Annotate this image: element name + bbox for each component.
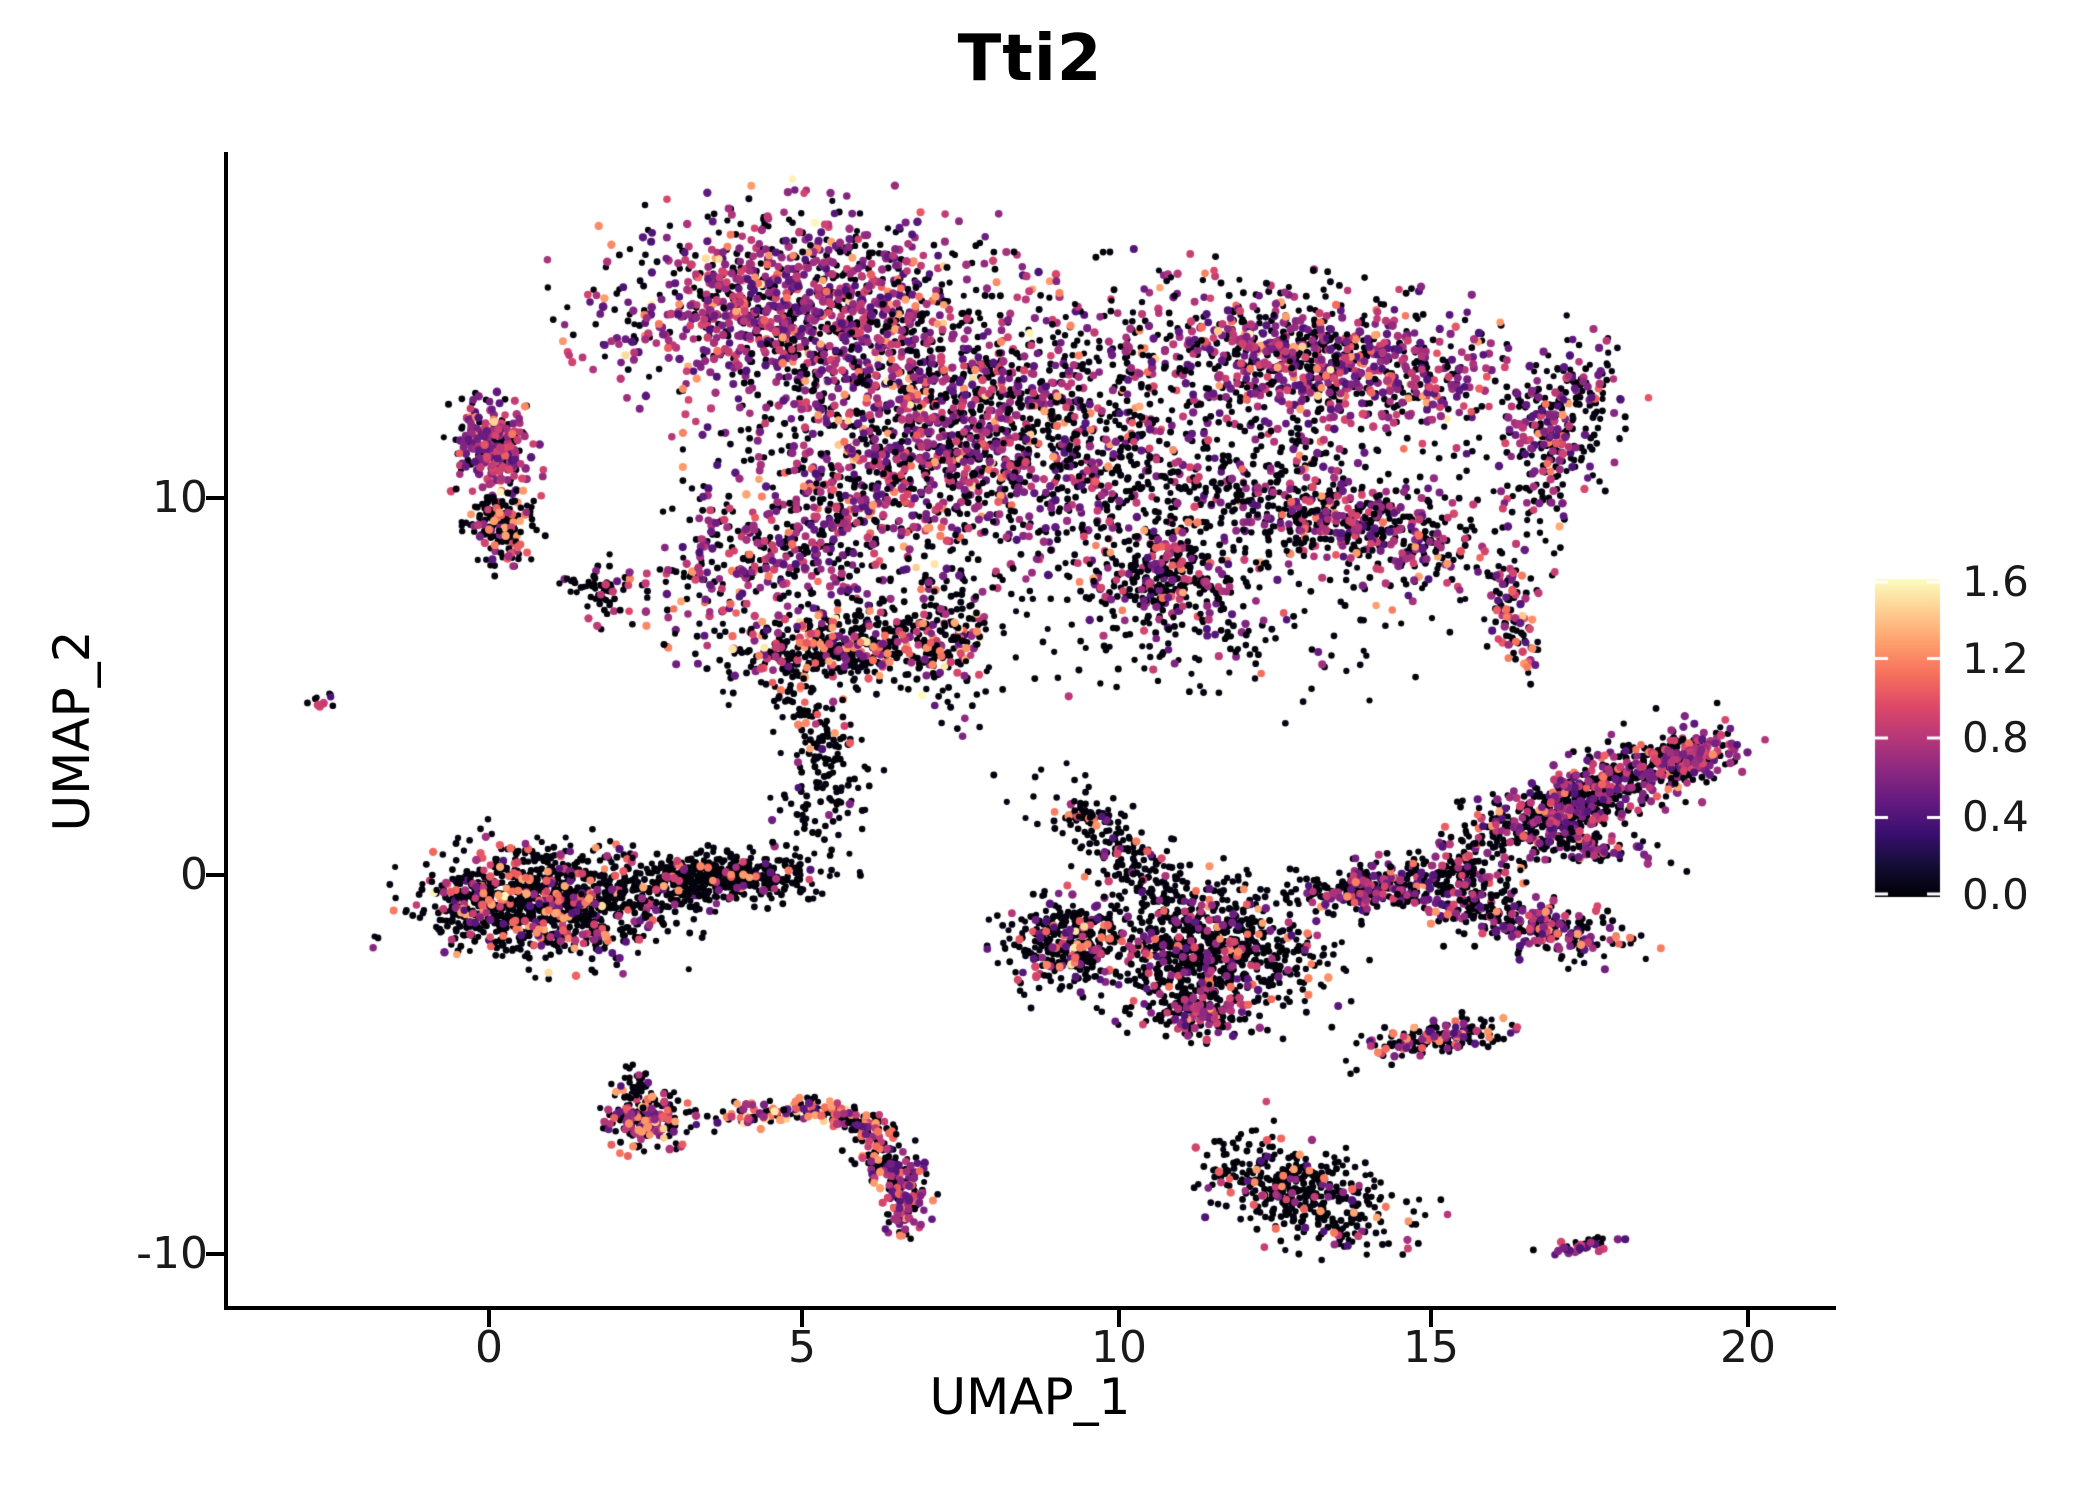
x-tick-mark bbox=[1117, 1307, 1121, 1327]
y-axis-line bbox=[224, 152, 228, 1310]
y-tick-mark bbox=[206, 873, 226, 877]
legend-tick-label: 1.2 bbox=[1962, 634, 2029, 683]
x-axis-label: UMAP_1 bbox=[929, 1368, 1131, 1426]
legend-tick-label: 0.8 bbox=[1962, 713, 2029, 762]
x-tick-mark bbox=[487, 1307, 491, 1327]
x-tick-label: 5 bbox=[788, 1322, 816, 1373]
y-tick-label: -10 bbox=[136, 1228, 208, 1279]
x-tick-label: 20 bbox=[1720, 1322, 1776, 1373]
legend-tick-label: 0.4 bbox=[1962, 792, 2029, 841]
x-axis-line bbox=[224, 1306, 1836, 1310]
x-tick-mark bbox=[1429, 1307, 1433, 1327]
x-tick-mark bbox=[1746, 1307, 1750, 1327]
y-tick-mark bbox=[206, 1252, 226, 1256]
x-tick-label: 10 bbox=[1091, 1322, 1147, 1373]
y-tick-mark bbox=[206, 496, 226, 500]
legend-tick-label: 0.0 bbox=[1962, 870, 2029, 919]
legend-tick-label: 1.6 bbox=[1962, 557, 2029, 606]
y-tick-label: 10 bbox=[152, 472, 208, 523]
plot-title: Tti2 bbox=[957, 22, 1103, 96]
y-tick-label: 0 bbox=[180, 849, 208, 900]
x-tick-label: 0 bbox=[475, 1322, 503, 1373]
y-axis-label: UMAP_2 bbox=[43, 630, 101, 832]
x-tick-mark bbox=[800, 1307, 804, 1327]
x-tick-label: 15 bbox=[1403, 1322, 1459, 1373]
